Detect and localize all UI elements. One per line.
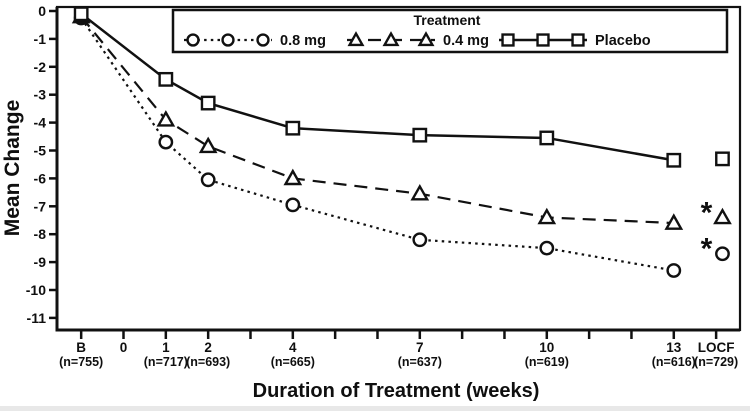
- axis-lines: [55, 7, 740, 332]
- circle-marker: [412, 232, 428, 248]
- square-marker: [285, 120, 301, 136]
- y-tick-label: -2: [34, 59, 47, 75]
- legend-title: Treatment: [414, 12, 481, 28]
- y-tick-label: -9: [34, 254, 47, 270]
- circle-marker: [200, 172, 216, 188]
- n-label: (n=665): [271, 355, 315, 369]
- x-axis-title: Duration of Treatment (weeks): [253, 380, 540, 402]
- significance-asterisk: *: [701, 196, 713, 229]
- circle-marker: [539, 240, 555, 256]
- significance-asterisk: *: [701, 233, 713, 266]
- triangle-marker: [156, 110, 176, 127]
- y-tick-label: -4: [34, 115, 47, 131]
- x-tick-label: 7: [416, 340, 424, 355]
- plot-frame: [55, 5, 742, 332]
- square-marker: [536, 33, 550, 47]
- n-label: (n=619): [525, 355, 569, 369]
- circle-marker: [715, 246, 730, 262]
- triangle-marker: [537, 207, 557, 225]
- y-tick-label: -1: [34, 31, 47, 47]
- circle-marker: [256, 33, 270, 47]
- square-marker: [158, 71, 174, 87]
- y-tick-label: -11: [27, 310, 47, 326]
- triangle-marker: [713, 207, 732, 225]
- triangle-marker: [664, 213, 684, 230]
- triangle-marker: [382, 31, 400, 47]
- circle-marker: [158, 134, 174, 150]
- triangle-marker: [417, 31, 435, 47]
- triangle-marker: [410, 184, 430, 201]
- triangle-marker: [347, 31, 365, 47]
- y-tick-label: -3: [34, 87, 47, 103]
- x-tick-label: B: [76, 340, 86, 355]
- y-tick-label: -7: [34, 198, 47, 214]
- triangle-marker: [283, 168, 303, 186]
- x-tick-label: 0: [120, 340, 128, 355]
- n-label: (n=637): [398, 355, 442, 369]
- y-axis-title: Mean Change: [1, 100, 24, 237]
- legend-entry-label: 0.8 mg: [280, 33, 326, 49]
- y-tick-label: 0: [38, 3, 46, 19]
- n-label: (n=755): [59, 355, 103, 369]
- n-label: (n=693): [186, 355, 230, 369]
- x-tick-label: 1: [162, 340, 170, 355]
- triangle-marker: [198, 136, 218, 154]
- circle-marker: [186, 33, 200, 47]
- square-marker: [73, 6, 89, 22]
- n-label: (n=729): [694, 355, 738, 369]
- circle-marker: [285, 197, 301, 213]
- circle-marker: [221, 33, 235, 47]
- legend-entry-label: 0.4 mg: [443, 33, 489, 49]
- square-marker: [501, 33, 515, 47]
- x-tick-label: 2: [204, 340, 212, 355]
- square-marker: [571, 33, 585, 47]
- y-tick-label: -8: [34, 226, 47, 242]
- n-label: (n=616): [652, 355, 696, 369]
- legend-entry-label: Placebo: [595, 33, 651, 49]
- y-tick-label: -10: [26, 282, 46, 298]
- square-marker: [539, 130, 555, 146]
- square-marker: [200, 95, 216, 111]
- circle-marker: [666, 263, 682, 278]
- n-label: (n=717): [144, 355, 188, 369]
- x-tick-label: 10: [539, 340, 554, 355]
- square-marker: [715, 151, 730, 167]
- x-tick-label: 13: [666, 340, 682, 355]
- x-tick-label: 4: [289, 340, 297, 355]
- square-marker: [666, 152, 682, 168]
- y-tick-label: -6: [34, 170, 47, 186]
- x-tick-label: LOCF: [698, 340, 735, 355]
- y-tick-label: -5: [34, 143, 47, 159]
- square-marker: [412, 127, 428, 143]
